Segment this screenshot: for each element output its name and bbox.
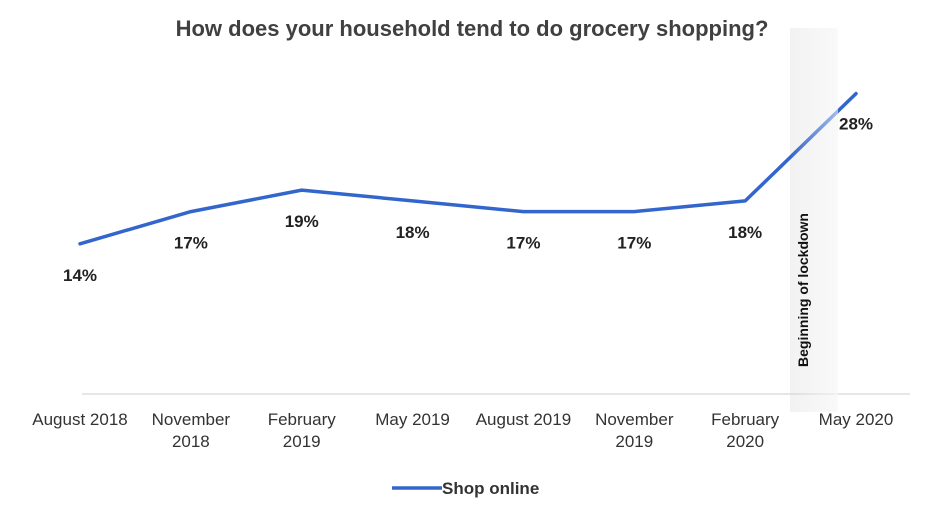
x-tick-label: August 2019 xyxy=(476,410,571,429)
x-tick-label: May 2020 xyxy=(819,410,894,429)
chart-title: How does your household tend to do groce… xyxy=(176,16,769,41)
data-label: 17% xyxy=(617,234,651,253)
x-tick-label: August 2018 xyxy=(32,410,127,429)
series-line-layer xyxy=(78,91,858,246)
x-tick-label: February 2020 xyxy=(711,410,780,451)
legend: Shop online xyxy=(392,479,539,498)
x-tick-label: February 2019 xyxy=(268,410,337,451)
data-label: 17% xyxy=(174,234,208,253)
data-label: 19% xyxy=(285,212,319,231)
data-label-layer: 14% 17% 19% 18% 17% 17% 18% 28% xyxy=(63,115,873,285)
lockdown-band-overlay xyxy=(790,28,838,412)
lockdown-annotation-label: Beginning of lockdown xyxy=(795,213,811,367)
lockdown-overlay-layer: Beginning of lockdown xyxy=(790,28,838,412)
x-tick-label: May 2019 xyxy=(375,410,450,429)
data-label: 18% xyxy=(396,223,430,242)
x-tick-label: November 2019 xyxy=(595,410,674,451)
x-tick-label: November 2018 xyxy=(152,410,231,451)
data-label: 18% xyxy=(728,223,762,242)
data-label: 28% xyxy=(839,115,873,134)
legend-label-shop-online: Shop online xyxy=(442,479,539,498)
series-line-shop-online xyxy=(78,91,858,246)
data-label: 14% xyxy=(63,266,97,285)
x-tick-layer: August 2018 November 2018 February 2019 May 2… xyxy=(32,410,893,451)
data-label: 17% xyxy=(506,234,540,253)
